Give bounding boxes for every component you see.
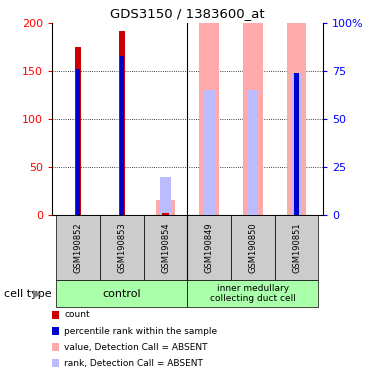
Title: GDS3150 / 1383600_at: GDS3150 / 1383600_at [110, 7, 265, 20]
Bar [119, 31, 125, 215]
Text: GSM190849: GSM190849 [205, 222, 214, 273]
Text: count: count [64, 310, 90, 319]
Bar [231, 215, 275, 280]
Bar [120, 56, 124, 215]
Text: GSM190852: GSM190852 [74, 222, 83, 273]
Text: inner medullary
collecting duct cell: inner medullary collecting duct cell [210, 284, 296, 303]
Bar [56, 215, 100, 280]
Bar [56, 280, 187, 307]
Text: percentile rank within the sample: percentile rank within the sample [64, 326, 217, 336]
Bar [144, 215, 187, 280]
Bar [160, 177, 171, 215]
Bar [243, 0, 263, 215]
Bar [162, 213, 169, 215]
Text: rank, Detection Call = ABSENT: rank, Detection Call = ABSENT [64, 359, 203, 368]
Bar [275, 215, 318, 280]
Bar [294, 73, 299, 215]
Text: ▶: ▶ [33, 289, 42, 299]
Text: control: control [102, 289, 141, 299]
Text: GSM190851: GSM190851 [292, 222, 301, 273]
Bar [247, 90, 258, 215]
Bar [156, 200, 175, 215]
Bar [287, 0, 306, 215]
Text: GSM190850: GSM190850 [248, 222, 257, 273]
Bar [199, 4, 219, 215]
Bar [75, 47, 81, 215]
Text: value, Detection Call = ABSENT: value, Detection Call = ABSENT [64, 343, 208, 352]
Text: cell type: cell type [4, 289, 51, 299]
Bar [291, 73, 302, 215]
Text: GSM190853: GSM190853 [117, 222, 127, 273]
Text: GSM190854: GSM190854 [161, 222, 170, 273]
Bar [187, 280, 318, 307]
Bar [204, 90, 215, 215]
Bar [76, 69, 81, 215]
Bar [187, 215, 231, 280]
Bar [100, 215, 144, 280]
